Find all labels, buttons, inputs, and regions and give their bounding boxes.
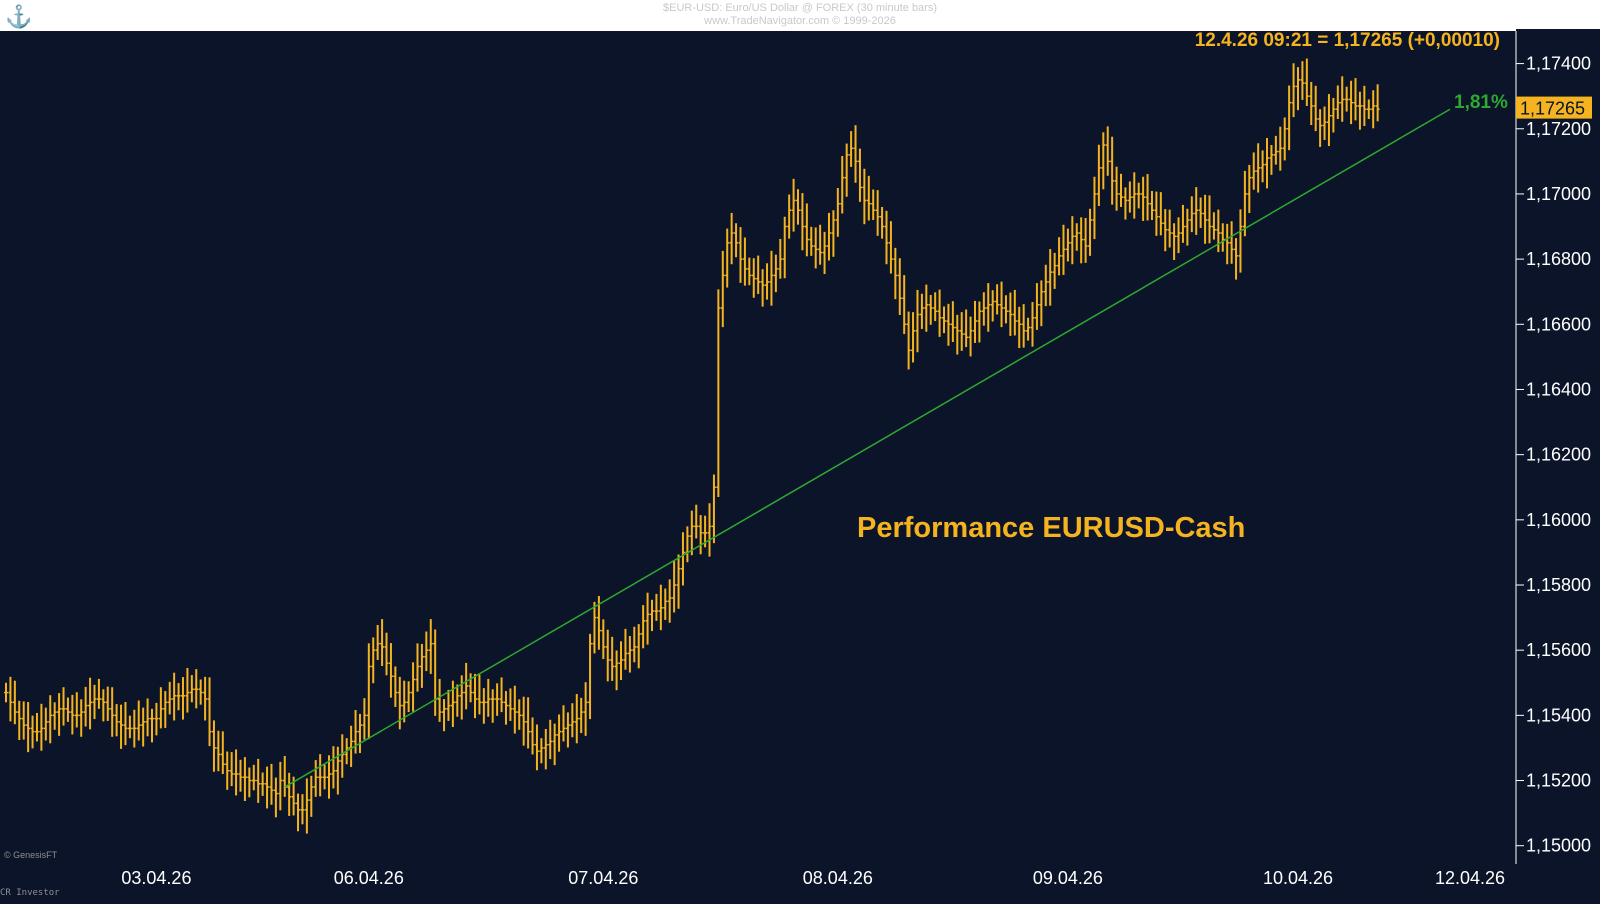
y-tick-label: 1,17400 (1526, 54, 1591, 74)
performance-percent-label: 1,81% (1454, 92, 1508, 113)
x-tick-label: 07.04.26 (568, 868, 638, 888)
performance-trendline (284, 108, 1451, 788)
y-tick-label: 1,15400 (1526, 705, 1591, 725)
x-tick-label: 09.04.26 (1033, 868, 1103, 888)
y-tick-label: 1,15600 (1526, 640, 1591, 660)
data-copyright: © GenesisFT (4, 850, 58, 860)
chart-header-symbol: $EUR-USD: Euro/US Dollar @ FOREX (30 min… (662, 2, 938, 14)
y-tick-label: 1,16200 (1526, 445, 1591, 465)
current-price-label: 1,17265 (1520, 99, 1585, 119)
publisher-tag: CR Investor (0, 888, 60, 898)
y-tick-label: 1,15200 (1526, 771, 1591, 791)
chart-annotation: Performance EURUSD-Cash (857, 512, 1246, 544)
x-tick-label: 10.04.26 (1263, 868, 1333, 888)
x-tick-label: 08.04.26 (803, 868, 873, 888)
x-tick-label: 12.04.26 (1435, 868, 1505, 888)
x-tick-label: 03.04.26 (121, 868, 191, 888)
anchor-logo-icon: ⚓ (5, 4, 33, 29)
last-quote-readout: 12.4.26 09:21 = 1,17265 (+0,00010) (1194, 30, 1500, 51)
y-tick-label: 1,15000 (1526, 836, 1591, 856)
y-tick-label: 1,16800 (1526, 249, 1591, 269)
y-tick-label: 1,16000 (1526, 510, 1591, 530)
y-tick-label: 1,17200 (1526, 119, 1591, 139)
x-tick-label: 06.04.26 (334, 868, 404, 888)
y-tick-label: 1,16600 (1526, 314, 1591, 334)
time-axis[interactable] (0, 864, 1600, 904)
price-axis[interactable] (1516, 29, 1600, 864)
y-tick-label: 1,15800 (1526, 575, 1591, 595)
y-tick-label: 1,17000 (1526, 184, 1591, 204)
chart-header-copyright: www.TradeNavigator.com © 1999-2026 (704, 15, 896, 27)
current-price-tag (1516, 96, 1592, 119)
y-tick-label: 1,16400 (1526, 379, 1591, 399)
